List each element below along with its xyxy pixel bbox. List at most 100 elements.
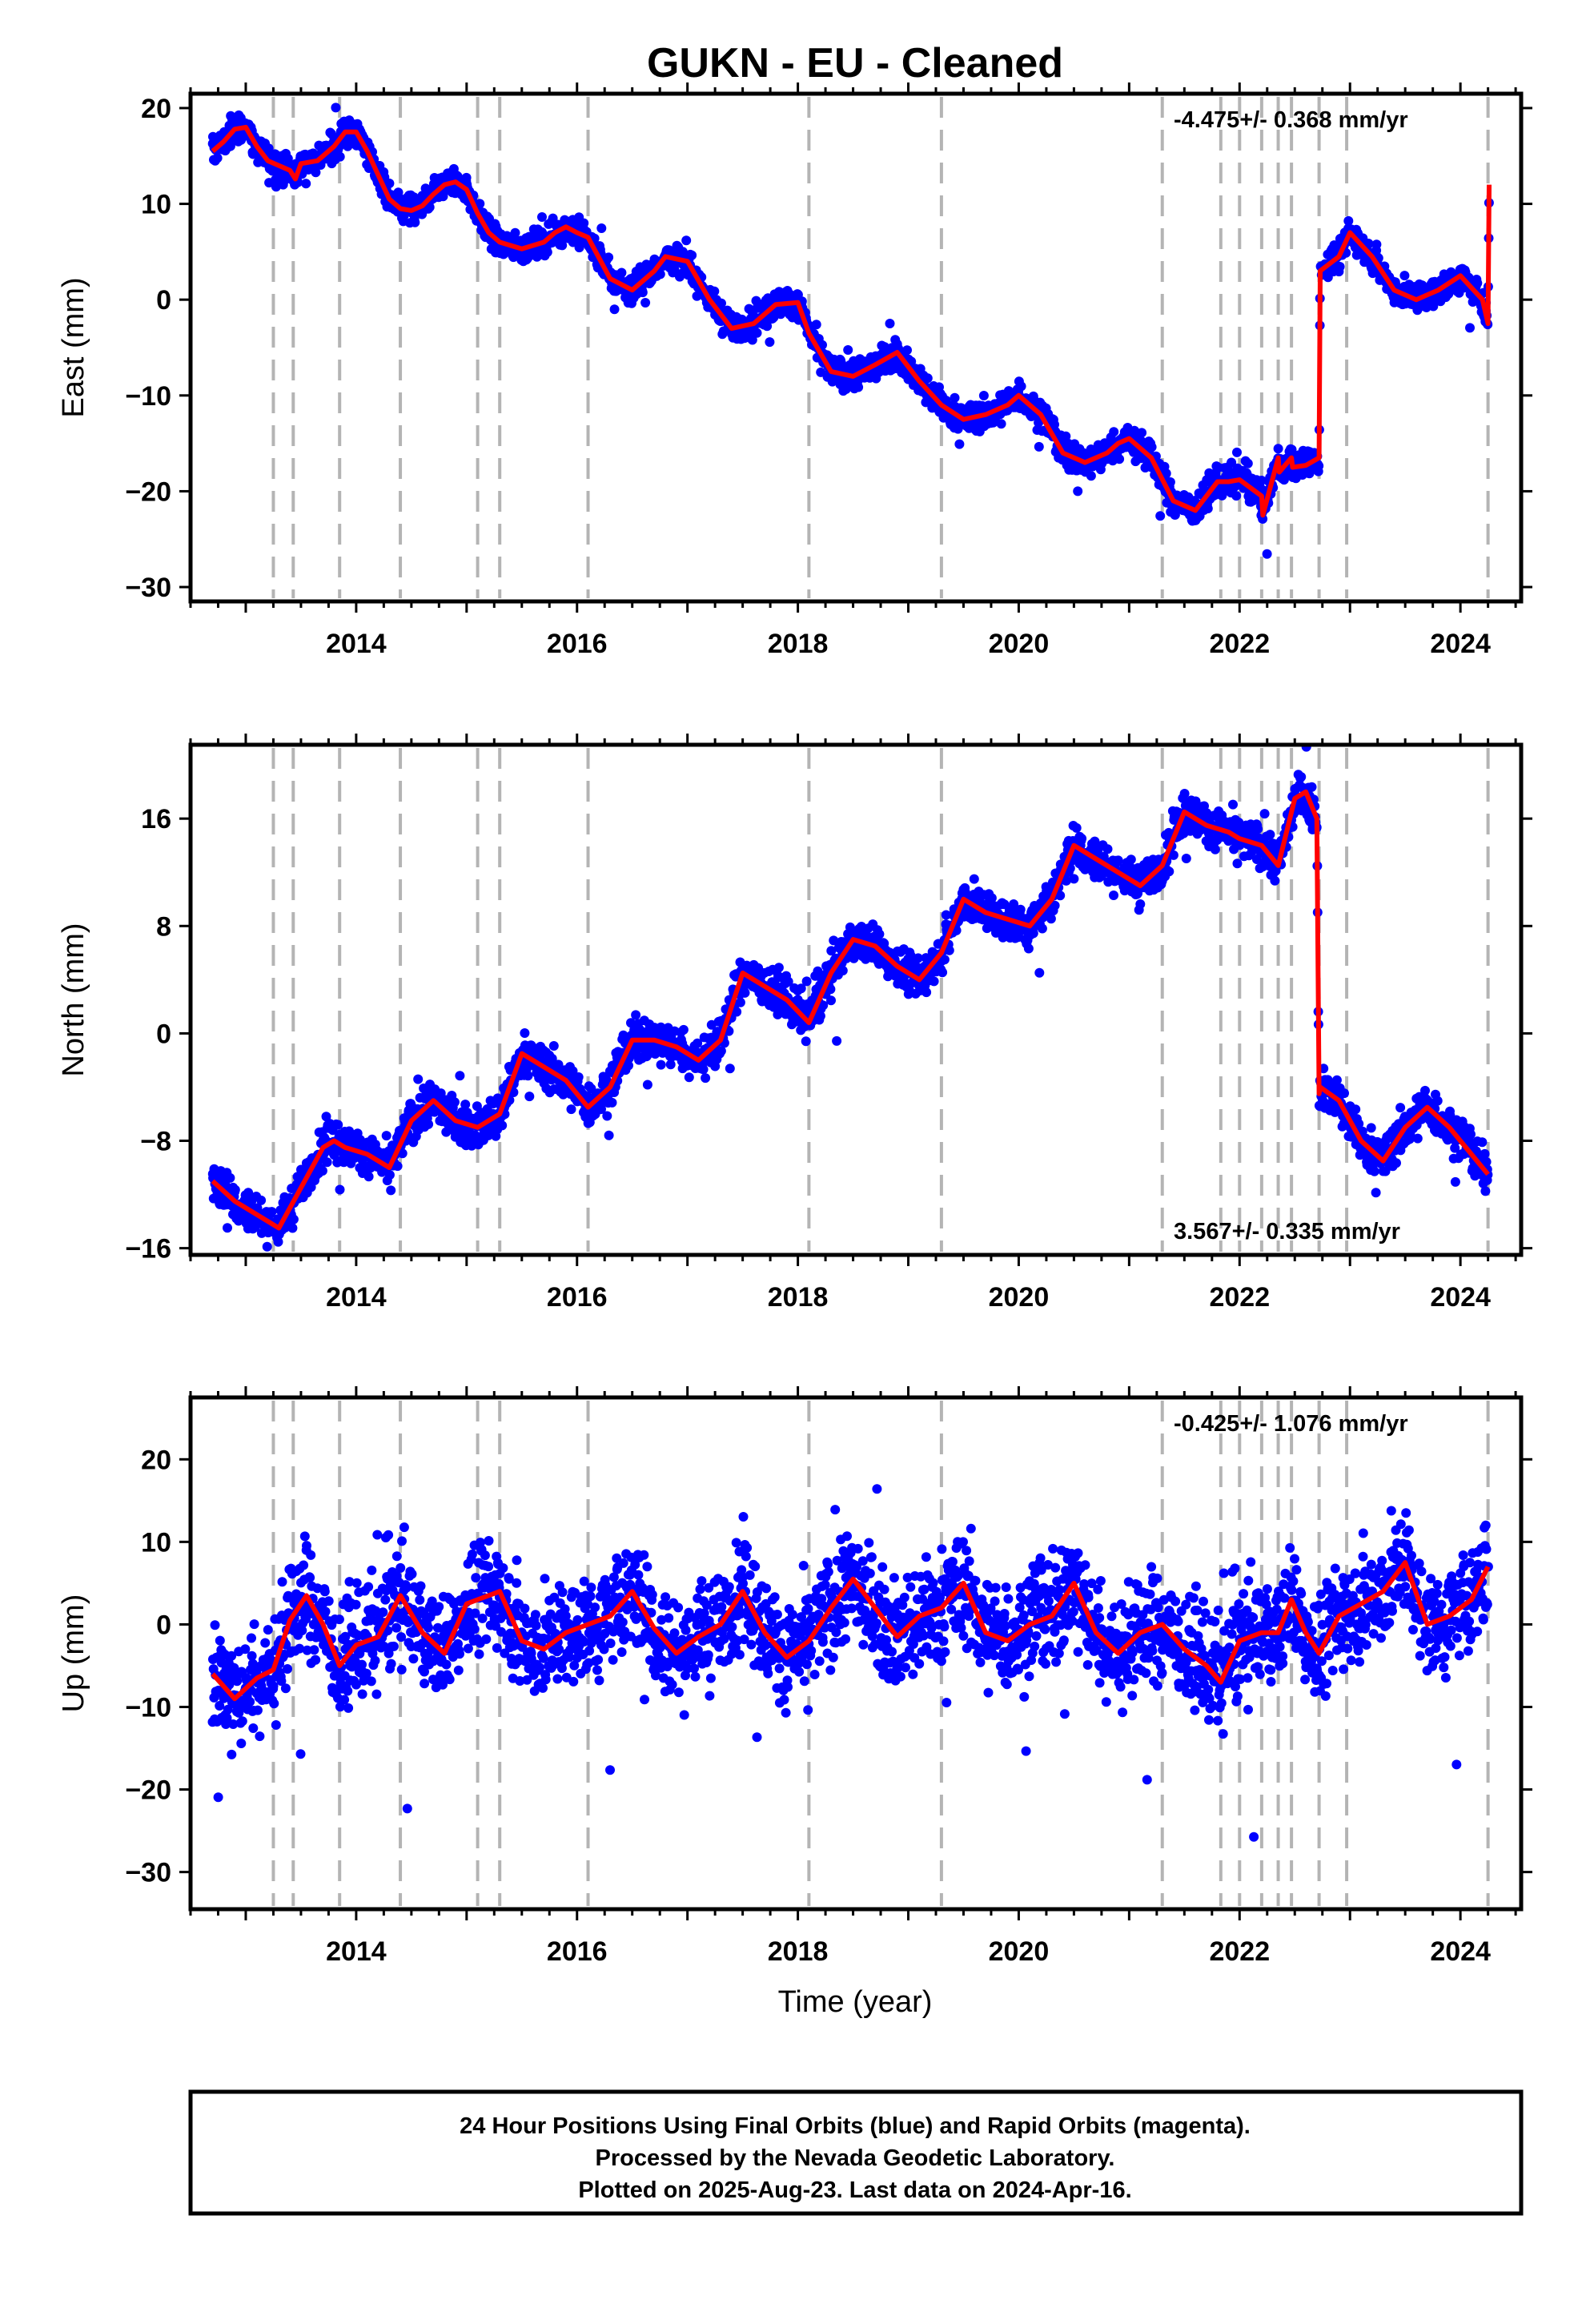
observation-point bbox=[225, 1172, 235, 1183]
observation-point bbox=[508, 1088, 519, 1097]
observation-point bbox=[250, 1222, 260, 1232]
observation-point bbox=[542, 247, 552, 257]
observation-point bbox=[475, 199, 485, 209]
observation-point bbox=[262, 1241, 272, 1252]
observation-point bbox=[607, 1097, 617, 1108]
observation-point bbox=[762, 321, 773, 332]
observation-point bbox=[573, 1072, 584, 1082]
observation-point bbox=[1371, 239, 1382, 250]
observation-point bbox=[1363, 239, 1374, 249]
observation-point bbox=[656, 1059, 666, 1070]
observation-point bbox=[735, 997, 745, 1007]
observation-point bbox=[1055, 891, 1066, 901]
observation-point bbox=[716, 1046, 726, 1056]
observation-point bbox=[301, 179, 311, 189]
observation-point bbox=[322, 1157, 332, 1168]
observation-point bbox=[460, 1100, 471, 1110]
observation-point bbox=[1137, 428, 1147, 438]
observation-point bbox=[954, 439, 965, 449]
observation-point bbox=[950, 392, 960, 403]
y-tick-label: 20 bbox=[141, 94, 171, 124]
observation-point bbox=[397, 1148, 408, 1159]
observation-point bbox=[537, 212, 547, 222]
observation-point bbox=[1155, 511, 1166, 521]
model-fit-line bbox=[211, 124, 1492, 518]
observation-point bbox=[335, 1184, 345, 1195]
observation-point bbox=[816, 367, 826, 377]
observation-point bbox=[969, 874, 979, 884]
observation-point bbox=[1256, 476, 1267, 485]
observation-point bbox=[709, 286, 720, 296]
observation-point bbox=[640, 298, 651, 308]
observation-point bbox=[410, 217, 420, 227]
observation-point bbox=[267, 1207, 277, 1217]
observation-point bbox=[1253, 824, 1263, 834]
observation-point bbox=[765, 337, 775, 348]
y-tick-label: −30 bbox=[125, 573, 171, 603]
observation-point bbox=[1146, 442, 1157, 452]
observation-point bbox=[1037, 923, 1047, 934]
observation-point bbox=[1314, 460, 1324, 471]
observation-point bbox=[684, 1072, 694, 1083]
plot-frame bbox=[188, 91, 1524, 604]
observation-point bbox=[1161, 468, 1171, 479]
observation-point bbox=[732, 1007, 742, 1017]
observation-point bbox=[1135, 899, 1146, 909]
observation-point bbox=[287, 1223, 298, 1233]
observation-point bbox=[1109, 891, 1118, 900]
x-tick-label: 2022 bbox=[1209, 629, 1270, 659]
observation-point bbox=[826, 995, 836, 1006]
observation-point bbox=[1228, 799, 1238, 810]
observation-point bbox=[665, 1059, 676, 1070]
chart-title: GUKN - EU - Cleaned bbox=[647, 40, 1063, 86]
observation-point bbox=[783, 976, 793, 987]
observation-point bbox=[853, 382, 864, 392]
observation-point bbox=[392, 1161, 403, 1172]
observation-point bbox=[1113, 855, 1123, 866]
observation-point bbox=[717, 298, 726, 308]
observation-point bbox=[1271, 866, 1281, 876]
observation-point bbox=[212, 153, 223, 163]
observation-point bbox=[874, 929, 885, 939]
observation-point bbox=[1086, 471, 1096, 481]
observation-point bbox=[604, 1130, 614, 1140]
observation-point bbox=[687, 250, 697, 260]
observation-point bbox=[1164, 866, 1174, 877]
observation-point bbox=[693, 1038, 703, 1048]
observation-point bbox=[811, 320, 821, 330]
observation-point bbox=[510, 227, 520, 238]
observation-point bbox=[557, 240, 568, 251]
y-tick-label: 0 bbox=[156, 285, 171, 316]
observation-point bbox=[230, 1184, 240, 1195]
observation-point bbox=[1050, 900, 1060, 911]
x-tick-label: 2014 bbox=[326, 629, 387, 659]
observation-point bbox=[566, 1104, 576, 1115]
observation-point bbox=[843, 345, 853, 355]
observation-point bbox=[825, 984, 836, 995]
velocity-label: -4.475+/- 0.368 mm/yr bbox=[1174, 107, 1408, 133]
observation-point bbox=[335, 151, 345, 162]
x-tick-label: 2016 bbox=[547, 629, 608, 659]
observation-point bbox=[497, 1120, 508, 1131]
observation-point bbox=[1296, 772, 1307, 782]
observation-point bbox=[1472, 278, 1483, 288]
observation-point bbox=[455, 1071, 465, 1081]
observation-point bbox=[1399, 271, 1410, 281]
observation-point bbox=[1061, 431, 1071, 441]
observation-point bbox=[773, 963, 784, 973]
observation-point bbox=[413, 1074, 424, 1084]
observation-point bbox=[879, 342, 889, 352]
observation-point bbox=[596, 223, 607, 233]
observation-point bbox=[273, 1236, 283, 1247]
observation-point bbox=[801, 976, 812, 987]
observation-point bbox=[1023, 943, 1034, 954]
observation-point bbox=[331, 103, 341, 113]
observation-point bbox=[1231, 491, 1242, 501]
observation-point bbox=[818, 1000, 829, 1011]
observation-point bbox=[1126, 854, 1136, 865]
observation-point bbox=[1034, 441, 1044, 452]
observation-point bbox=[1073, 486, 1083, 497]
observation-point bbox=[1046, 914, 1056, 924]
observation-point bbox=[832, 1035, 842, 1046]
